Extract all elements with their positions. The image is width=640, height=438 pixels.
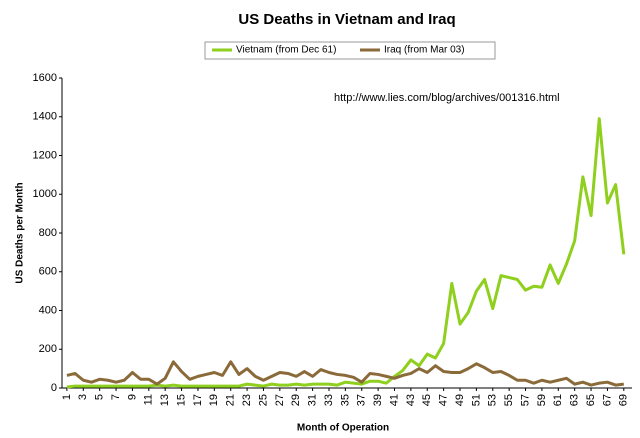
y-tick-label: 1400 [33,111,57,123]
y-tick-label: 1000 [33,188,57,200]
x-tick-label: 39 [372,394,384,406]
series-line [66,360,624,387]
x-tick-label: 41 [388,394,400,406]
x-tick-label: 63 [569,394,581,406]
x-tick-label: 3 [77,394,89,400]
x-tick-label: 29 [290,394,302,406]
x-tick-label: 9 [126,394,138,400]
series-line [66,117,626,389]
y-axis-label: US Deaths per Month [15,182,26,283]
x-tick-label: 45 [421,394,433,406]
annotation: http://www.lies.com/blog/archives/001316… [334,92,560,104]
x-tick-label: 21 [225,394,237,406]
x-tick-label: 47 [438,394,450,406]
x-tick-label: 7 [110,394,122,400]
x-tick-label: 31 [307,394,319,406]
x-tick-label: 51 [470,394,482,406]
x-tick-label: 61 [552,394,564,406]
legend-label: Iraq (from Mar 03) [384,45,465,56]
y-tick-label: 1600 [33,72,57,84]
legend-box [204,41,496,60]
x-tick-label: 49 [454,394,466,406]
x-tick-label: 1 [61,394,73,400]
legend-label: Vietnam (from Dec 61) [236,45,336,56]
y-tick-label: 800 [39,227,57,239]
y-tick-label: 400 [39,304,57,316]
x-tick-label: 35 [339,394,351,406]
x-tick-label: 23 [241,394,253,406]
x-tick-label: 25 [257,394,269,406]
x-tick-label: 65 [585,394,597,406]
x-tick-label: 59 [536,394,548,406]
x-tick-label: 17 [192,394,204,406]
x-tick-label: 13 [159,394,171,406]
x-tick-label: 15 [175,394,187,406]
x-tick-label: 19 [208,394,220,406]
x-tick-label: 67 [601,394,613,406]
y-tick-label: 600 [39,266,57,278]
x-tick-label: 5 [94,394,106,400]
x-tick-label: 37 [356,394,368,406]
chart-title: US Deaths in Vietnam and Iraq [238,11,455,28]
x-tick-label: 69 [618,394,630,406]
x-tick-label: 57 [519,394,531,406]
x-axis-label: Month of Operation [297,423,389,434]
x-tick-label: 27 [274,394,286,406]
y-tick-label: 1200 [33,149,57,161]
x-tick-label: 11 [143,394,155,405]
x-tick-label: 33 [323,394,335,406]
y-tick-label: 200 [39,343,57,355]
x-tick-label: 55 [503,394,515,406]
y-tick-label: 0 [51,382,57,394]
x-tick-label: 43 [405,394,417,406]
x-tick-label: 53 [487,394,499,406]
